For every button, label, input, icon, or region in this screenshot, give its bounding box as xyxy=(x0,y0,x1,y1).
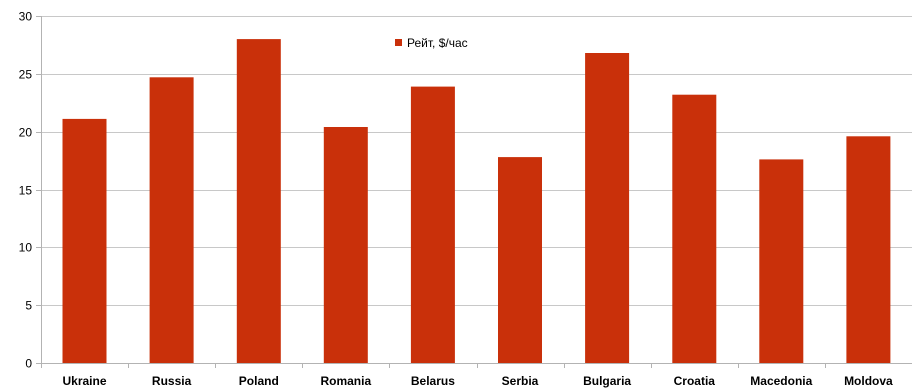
x-category-label-macedonia: Macedonia xyxy=(750,374,812,388)
y-tick-label-20: 20 xyxy=(19,126,33,140)
x-category-label-croatia: Croatia xyxy=(674,374,716,388)
bar-romania xyxy=(323,127,368,363)
bar-bulgaria xyxy=(585,53,630,363)
bars xyxy=(62,39,891,364)
y-tick-label-10: 10 xyxy=(19,241,33,255)
x-category-label-romania: Romania xyxy=(320,374,371,388)
y-tick-label-30: 30 xyxy=(19,10,33,24)
y-tick-label-0: 0 xyxy=(25,357,32,371)
x-category-label-moldova: Moldova xyxy=(844,374,893,388)
x-category-label-poland: Poland xyxy=(239,374,279,388)
bar-russia xyxy=(149,77,194,364)
x-category-label-belarus: Belarus xyxy=(411,374,455,388)
bar-croatia xyxy=(672,94,717,363)
bar-macedonia xyxy=(759,159,804,363)
legend-swatch xyxy=(395,39,402,46)
bar-poland xyxy=(236,39,281,363)
bar-serbia xyxy=(498,157,542,363)
y-tick-labels: 0 5 10 15 20 25 30 xyxy=(19,10,33,371)
x-category-label-bulgaria: Bulgaria xyxy=(583,374,631,388)
y-tick-label-25: 25 xyxy=(19,68,33,82)
x-category-label-russia: Russia xyxy=(152,374,192,388)
y-tick-label-5: 5 xyxy=(25,299,32,313)
x-category-labels: Ukraine Russia Poland Romania Belarus Serbia B… xyxy=(62,374,893,388)
legend-label: Рейт, $/час xyxy=(407,36,468,50)
y-tick-label-15: 15 xyxy=(19,184,33,198)
bar-moldova xyxy=(846,136,891,363)
bar-belarus xyxy=(410,86,455,363)
x-category-label-ukraine: Ukraine xyxy=(62,374,106,388)
bar-ukraine xyxy=(62,118,107,364)
axes xyxy=(36,16,912,368)
legend: Рейт, $/час xyxy=(395,36,468,50)
x-category-label-serbia: Serbia xyxy=(502,374,539,388)
